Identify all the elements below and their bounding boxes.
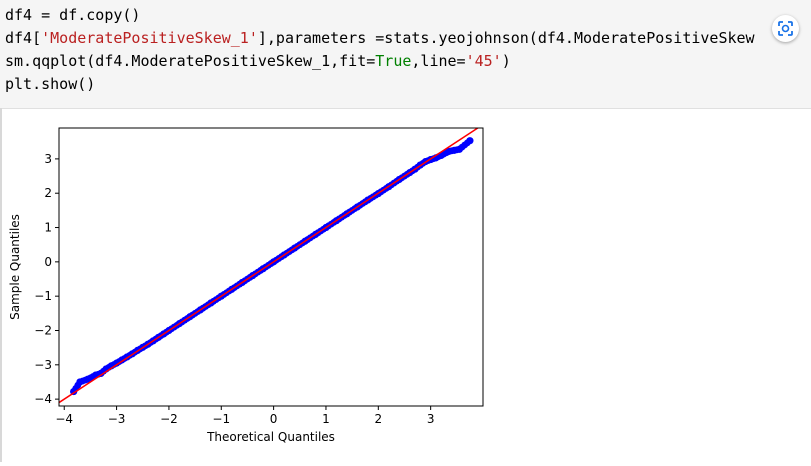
y-axis-label: Sample Quantiles [8,214,22,320]
x-tick-label: 2 [374,412,382,426]
y-tick-label: 3 [44,152,52,166]
data-point [455,145,464,153]
data-point [97,369,105,377]
y-tick-label: −3 [34,358,52,372]
data-point [112,359,121,367]
code-cell[interactable]: df4 = df.copy() df4['ModeratePositiveSke… [0,0,811,109]
code-token: df4 = df.copy() [5,6,141,24]
code-token: ,line= [411,52,466,70]
code-token: ) [501,52,511,70]
scan-lens-icon [778,21,793,36]
scan-lens-button[interactable] [772,15,799,42]
x-tick-label: −2 [160,412,178,426]
code-token: True [375,52,412,70]
y-tick-label: −2 [34,323,52,337]
y-tick-label: 0 [44,255,52,269]
x-tick-label: −4 [55,412,73,426]
data-point [466,137,474,145]
x-tick-label: 3 [427,412,435,426]
code-token: 'ModeratePositiveSkew_1' [41,29,258,47]
reference-line-45 [59,128,480,404]
code-token: '45' [465,52,502,70]
data-point [76,378,84,386]
cell-border [0,108,2,462]
y-tick-label: −1 [34,289,52,303]
code-token: plt.show() [5,75,96,93]
qq-plot: −4 −3 −2 −1 0 1 2 3 −4 −3 −2 −1 0 1 2 3 Theoretical Qua… [8,127,484,444]
y-tick-label: −4 [34,392,52,406]
output-area: −4 −3 −2 −1 0 1 2 3 −4 −3 −2 −1 0 1 2 3 Theoretical Qua… [0,108,811,462]
code-line-3[interactable]: sm.qqplot(df4.ModeratePositiveSkew_1,fit… [5,50,511,72]
code-line-4[interactable]: plt.show() [5,73,95,95]
data-point [84,375,92,383]
x-axis-label: Theoretical Quantiles [206,430,335,444]
code-token: ],parameters =stats.yeojohnson(df4.Moder… [257,29,755,47]
y-tick-label: 1 [44,221,52,235]
axes-frame [58,127,484,407]
x-tick-label: −1 [212,412,230,426]
code-token: sm.qqplot(df4.ModeratePositiveSkew_1,fit… [5,52,376,70]
x-tick-label: 0 [270,412,278,426]
x-tick-label: 1 [322,412,330,426]
code-line-1[interactable]: df4 = df.copy() [5,4,140,26]
x-tick-label: −3 [108,412,126,426]
code-token: df4[ [5,29,42,47]
code-line-2[interactable]: df4['ModeratePositiveSkew_1'],parameters… [5,27,755,49]
y-tick-label: 2 [44,186,52,200]
